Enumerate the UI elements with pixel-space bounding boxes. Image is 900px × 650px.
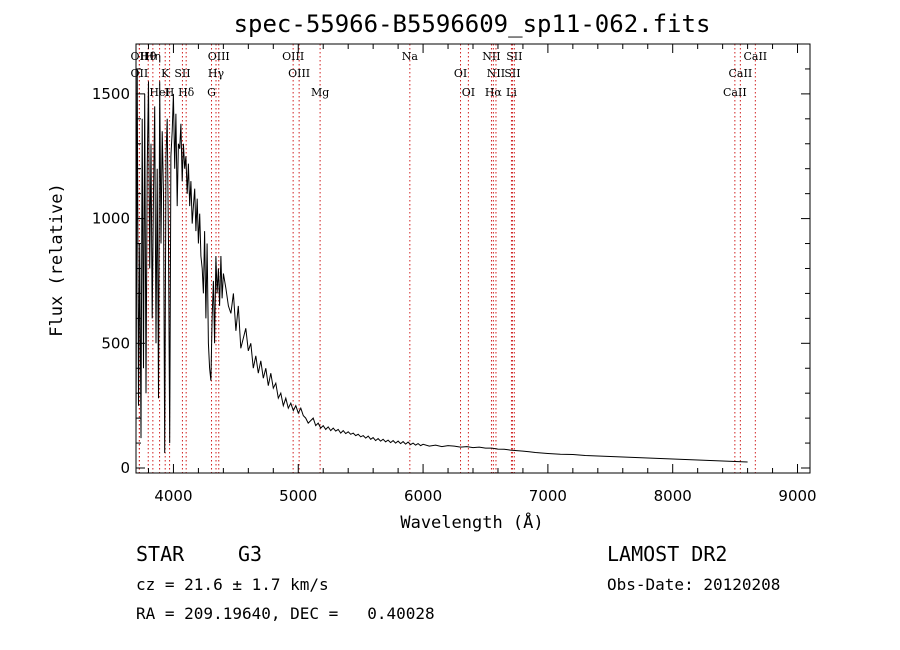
line-marker-label: OIII — [288, 67, 310, 80]
line-marker-label: K — [161, 67, 170, 80]
line-marker-label: OIII — [208, 50, 230, 63]
line-marker-label: SII — [504, 67, 520, 80]
y-axis-ticks: 0 500 1000 1500 — [92, 43, 810, 477]
x-tick-label: 8000 — [654, 487, 692, 505]
line-marker-label: Hγ — [208, 67, 225, 80]
line-marker-label: OI — [454, 67, 467, 80]
y-tick-label: 1000 — [92, 210, 130, 228]
object-subclass: G3 — [238, 542, 263, 566]
line-marker-label: Hη — [145, 50, 161, 63]
obs-date: Obs-Date: 20120208 — [607, 575, 781, 594]
line-marker-label: SII — [174, 67, 190, 80]
y-tick-label: 500 — [101, 334, 130, 352]
x-axis-label: Wavelength (Å) — [400, 511, 543, 533]
x-tick-label: 9000 — [778, 487, 816, 505]
line-marker-labels: HθKHδOIIOIIHeIHηSIIHOIIIHγGOIIIOIIIMgNaO… — [131, 50, 768, 99]
line-marker-label: NII — [482, 50, 500, 63]
line-marker-label: Mg — [311, 86, 329, 99]
chart-title: spec-55966-B5596609_sp11-062.fits — [234, 10, 711, 38]
line-marker-label: OII — [131, 50, 149, 63]
x-tick-label: 4000 — [154, 487, 192, 505]
x-tick-label: 5000 — [279, 487, 317, 505]
line-marker-label: G — [207, 86, 216, 99]
y-axis-label: Flux (relative) — [47, 183, 67, 337]
x-tick-label: 7000 — [529, 487, 567, 505]
object-class: STAR — [136, 542, 185, 566]
x-axis-ticks: 4000 5000 6000 7000 8000 9000 — [147, 44, 817, 505]
line-marker-label: OIII — [282, 50, 304, 63]
line-marker-label: Hθ — [140, 50, 157, 63]
line-marker-label: H — [165, 86, 175, 99]
line-marker-label: CaII — [729, 67, 753, 80]
line-marker-label: SII — [506, 50, 522, 63]
line-markers — [138, 44, 756, 473]
spectrum-chart: spec-55966-B5596609_sp11-062.fits Hθ K Hδ O… — [47, 10, 817, 533]
line-marker-label: Hα — [485, 86, 503, 99]
spectrum-line — [135, 68, 748, 463]
line-marker-label: Hδ — [178, 86, 195, 99]
plot-frame — [135, 43, 811, 474]
line-marker-label: CaII — [723, 86, 747, 99]
line-marker-label: Li — [506, 86, 517, 99]
line-marker-label: CaII — [743, 50, 767, 63]
y-tick-label: 0 — [120, 459, 130, 477]
survey-name: LAMOST DR2 — [607, 542, 728, 566]
line-marker-label: OI — [462, 86, 475, 99]
line-marker-label: OII — [131, 67, 149, 80]
line-marker-label: NII — [487, 67, 505, 80]
redshift-cz: cz = 21.6 ± 1.7 km/s — [136, 575, 329, 594]
y-tick-label: 1500 — [92, 85, 130, 103]
line-marker-label: Na — [402, 50, 419, 63]
x-tick-label: 6000 — [404, 487, 442, 505]
ra-dec: RA = 209.19640, DEC = 0.40028 — [136, 604, 435, 623]
